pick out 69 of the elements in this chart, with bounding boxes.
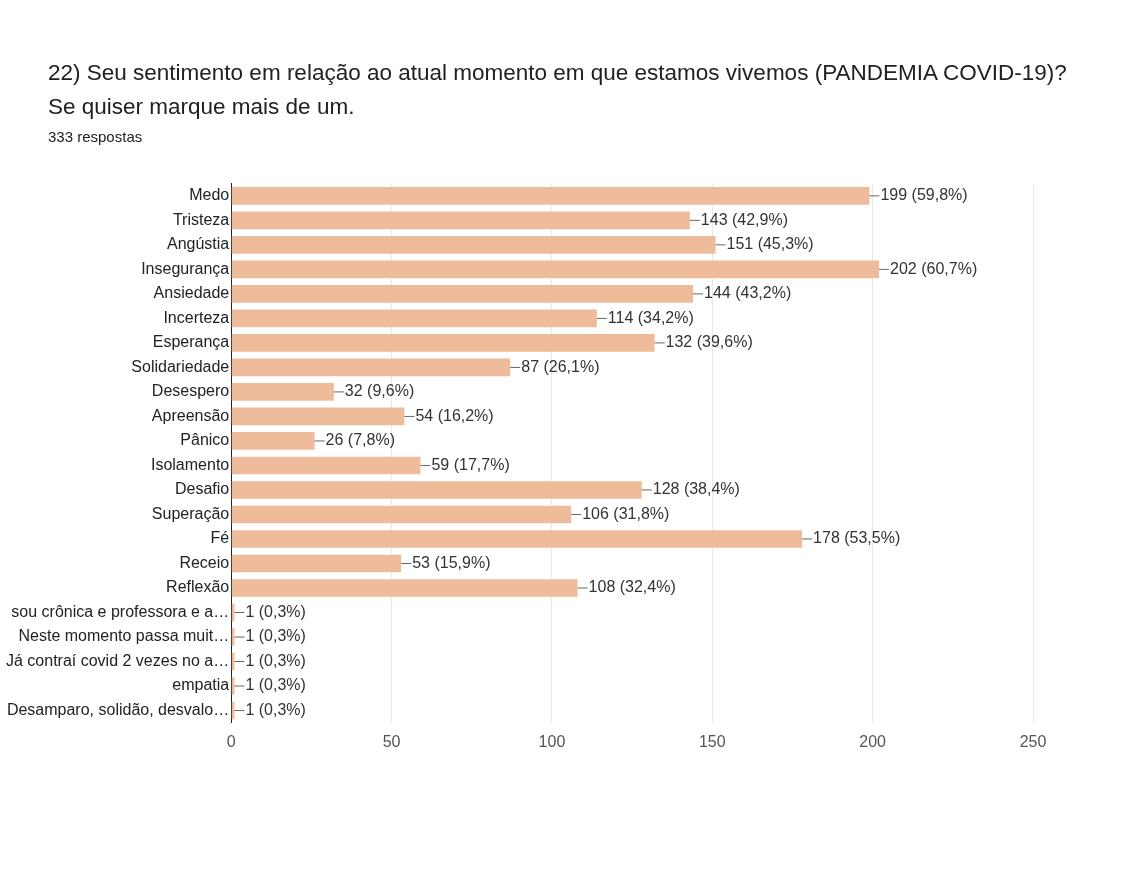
bar: [231, 505, 572, 524]
data-label: 144 (43,2%): [704, 284, 792, 302]
x-tick-label: 50: [382, 732, 401, 750]
data-label: 143 (42,9%): [700, 210, 789, 228]
data-label: 128 (38,4%): [652, 480, 740, 498]
data-label: 87 (26,1%): [521, 357, 600, 375]
bar: [231, 211, 690, 230]
y-tick-label: Esperança: [152, 333, 230, 351]
data-label: 114 (34,2%): [607, 308, 694, 326]
data-label: 106 (31,8%): [582, 504, 670, 522]
data-label: 1 (0,3%): [245, 700, 306, 718]
bar: [231, 554, 402, 573]
y-tick-label: Ansiedade: [153, 284, 230, 302]
data-label: 53 (15,9%): [412, 553, 491, 571]
y-tick-label: Desafio: [174, 480, 230, 498]
data-label: 1 (0,3%): [245, 651, 306, 669]
y-tick-label: Isolamento: [150, 455, 230, 473]
y-tick-label: Neste momento passa muit…: [18, 627, 230, 645]
x-tick-label: 250: [1019, 732, 1047, 750]
y-tick-label: Insegurança: [141, 259, 230, 277]
bar: [231, 187, 870, 205]
data-label: 178 (53,5%): [813, 529, 901, 547]
y-tick-label: Tristeza: [172, 210, 230, 228]
y-tick-label: Receio: [179, 553, 230, 571]
data-label: 1 (0,3%): [245, 676, 306, 694]
data-label: 26 (7,8%): [325, 431, 395, 449]
data-label: 1 (0,3%): [245, 602, 306, 620]
text: 333 respostas: [48, 128, 143, 145]
x-tick-label: 100: [538, 732, 566, 750]
y-tick-label: Apreensão: [151, 406, 230, 424]
y-tick-label: Angústia: [166, 235, 230, 253]
bar: [231, 358, 511, 377]
bar: [231, 309, 597, 328]
y-tick-label: sou crônica e professora e a…: [11, 602, 230, 620]
bar: [231, 407, 405, 426]
data-label: 54 (16,2%): [415, 406, 494, 424]
bar: [231, 456, 421, 475]
y-tick-label: empatia: [172, 676, 230, 694]
y-tick-label: Reflexão: [166, 578, 230, 596]
y-tick-label: Incerteza: [163, 308, 230, 326]
x-tick-label: 0: [226, 732, 236, 750]
x-tick-label: 200: [859, 732, 887, 750]
y-tick-label: Pânico: [180, 431, 230, 449]
y-tick-label: Solidariedade: [131, 357, 230, 375]
bar: [231, 236, 716, 254]
bar: [231, 260, 880, 279]
y-tick-label: Fé: [210, 529, 230, 547]
data-label: 202 (60,7%): [890, 259, 978, 277]
bar: [231, 481, 642, 499]
bar: [231, 530, 803, 548]
data-label: 108 (32,4%): [588, 578, 676, 596]
data-label: 132 (39,6%): [665, 333, 753, 351]
y-tick-label: Medo: [189, 186, 230, 204]
y-tick-label: Desamparo, solidão, desvalo…: [6, 700, 230, 718]
bar: [231, 579, 578, 597]
bar: [231, 432, 315, 450]
data-label: 32 (9,6%): [344, 382, 415, 400]
bar: [231, 334, 655, 352]
chart-title: 22) Seu sentimento em relação ao atual momento em que estamos vivemos (PANDEMIA COVID-19)? Se quiser marque mais de um.: [48, 59, 1068, 121]
data-label: 59 (17,7%): [431, 455, 510, 473]
y-tick-label: Já contraí covid 2 vezes no a…: [5, 651, 230, 669]
bar: [231, 285, 694, 303]
x-tick-label: 150: [698, 732, 726, 750]
y-tick-label: Desespero: [151, 382, 230, 400]
data-label: 151 (45,3%): [726, 235, 814, 253]
bar: [231, 383, 334, 401]
data-label: 199 (59,8%): [880, 186, 968, 204]
y-tick-label: Superação: [151, 504, 230, 522]
data-label: 1 (0,3%): [245, 627, 306, 645]
